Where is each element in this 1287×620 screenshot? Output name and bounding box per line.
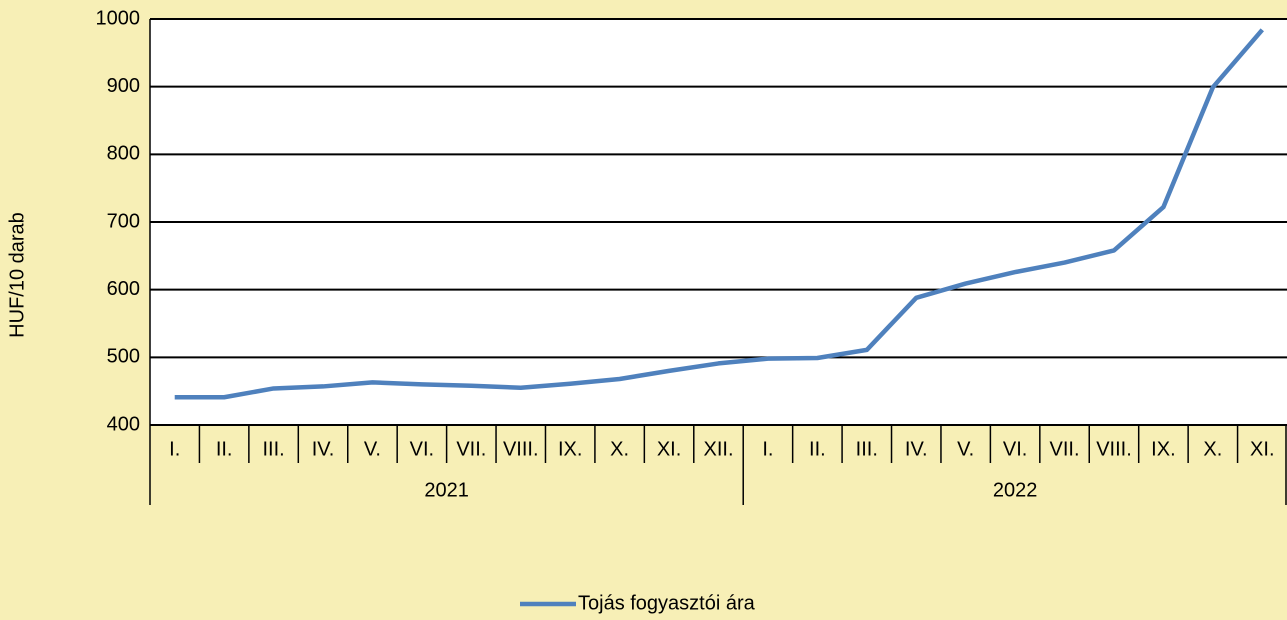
x-tick-label: VIII.	[1096, 438, 1132, 460]
x-tick-label: V.	[957, 438, 974, 460]
y-tick-label: 800	[107, 143, 140, 165]
x-tick-label: VII.	[1050, 438, 1080, 460]
x-tick-label: II.	[216, 438, 233, 460]
y-tick-label: 400	[107, 413, 140, 435]
y-tick-label: 900	[107, 75, 140, 97]
legend-label: Tojás fogyasztói ára	[578, 592, 756, 614]
x-tick-label: X.	[1203, 438, 1222, 460]
x-tick-label: X.	[610, 438, 629, 460]
x-tick-label: XI.	[657, 438, 681, 460]
x-tick-label: III.	[856, 438, 878, 460]
y-tick-label: 700	[107, 210, 140, 232]
x-tick-label: VI.	[1003, 438, 1027, 460]
y-tick-label: 500	[107, 346, 140, 368]
y-tick-label: 600	[107, 278, 140, 300]
x-tick-label: XII.	[703, 438, 733, 460]
group-label: 2022	[993, 479, 1038, 501]
x-tick-label: V.	[364, 438, 381, 460]
x-tick-label: III.	[262, 438, 284, 460]
y-axis-label: HUF/10 darab	[6, 212, 28, 338]
x-tick-label: VIII.	[503, 438, 539, 460]
x-tick-label: II.	[809, 438, 826, 460]
x-tick-label: IV.	[905, 438, 928, 460]
data-line	[174, 28, 1264, 400]
y-tick-label: 1000	[96, 7, 141, 29]
x-tick-label: VI.	[410, 438, 434, 460]
x-tick-label: I.	[762, 438, 773, 460]
x-tick-label: VII.	[456, 438, 486, 460]
group-label: 2021	[424, 479, 469, 501]
x-tick-label: XI.	[1250, 438, 1274, 460]
x-tick-label: IV.	[312, 438, 335, 460]
x-tick-label: IX.	[558, 438, 582, 460]
x-tick-label: I.	[169, 438, 180, 460]
x-tick-label: IX.	[1151, 438, 1175, 460]
